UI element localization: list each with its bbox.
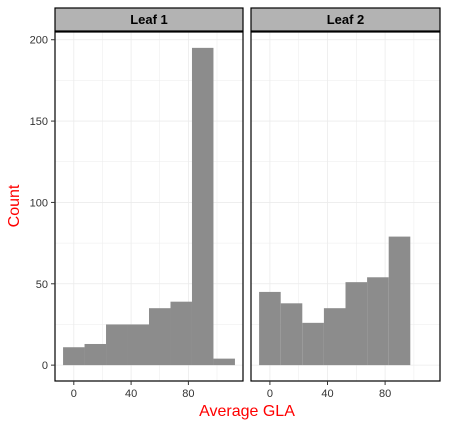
y-tick-label: 0	[42, 360, 48, 372]
panel-border	[54, 31, 244, 382]
histogram-bar	[388, 236, 411, 366]
histogram-bar	[106, 324, 128, 366]
histogram-bar	[127, 324, 149, 366]
x-tick-label: 80	[379, 388, 391, 400]
histogram-bar	[84, 343, 107, 366]
y-axis-title: Count	[6, 184, 23, 227]
histogram-bar	[63, 347, 85, 366]
histogram-bar	[213, 358, 235, 366]
histogram-bar	[280, 303, 303, 366]
x-axis-title: Average GLA	[199, 403, 295, 420]
y-tick-label: 200	[30, 35, 48, 47]
facet-strip-label: Leaf 1	[130, 12, 168, 27]
x-tick-label: 40	[321, 388, 333, 400]
x-tick-label: 40	[125, 388, 137, 400]
y-tick-label: 100	[30, 197, 48, 209]
histogram-bar	[345, 282, 368, 366]
histogram-bar	[323, 308, 346, 366]
histogram-bar	[170, 301, 192, 366]
y-tick-label: 150	[30, 116, 48, 128]
x-tick-label: 0	[267, 388, 273, 400]
y-tick-label: 50	[36, 279, 48, 291]
facet-strip	[250, 7, 441, 32]
panel-borders	[54, 31, 441, 382]
facet-strip	[54, 7, 244, 32]
axes-layer: 0 40 80 0 50 100 150 200 0 40 80	[30, 35, 392, 400]
x-tick-label: 0	[71, 388, 77, 400]
x-tick-label: 80	[182, 388, 194, 400]
histogram-bar	[367, 277, 389, 366]
facet-strip-label: Leaf 2	[327, 12, 365, 27]
histogram-bar	[191, 47, 214, 366]
facet-strips: Leaf 1 Leaf 2	[54, 7, 441, 32]
histogram-bar	[302, 322, 324, 366]
bars-layer	[63, 47, 411, 366]
panel-border	[250, 31, 441, 382]
histogram-bar	[149, 308, 171, 366]
histogram-bar	[259, 291, 281, 366]
